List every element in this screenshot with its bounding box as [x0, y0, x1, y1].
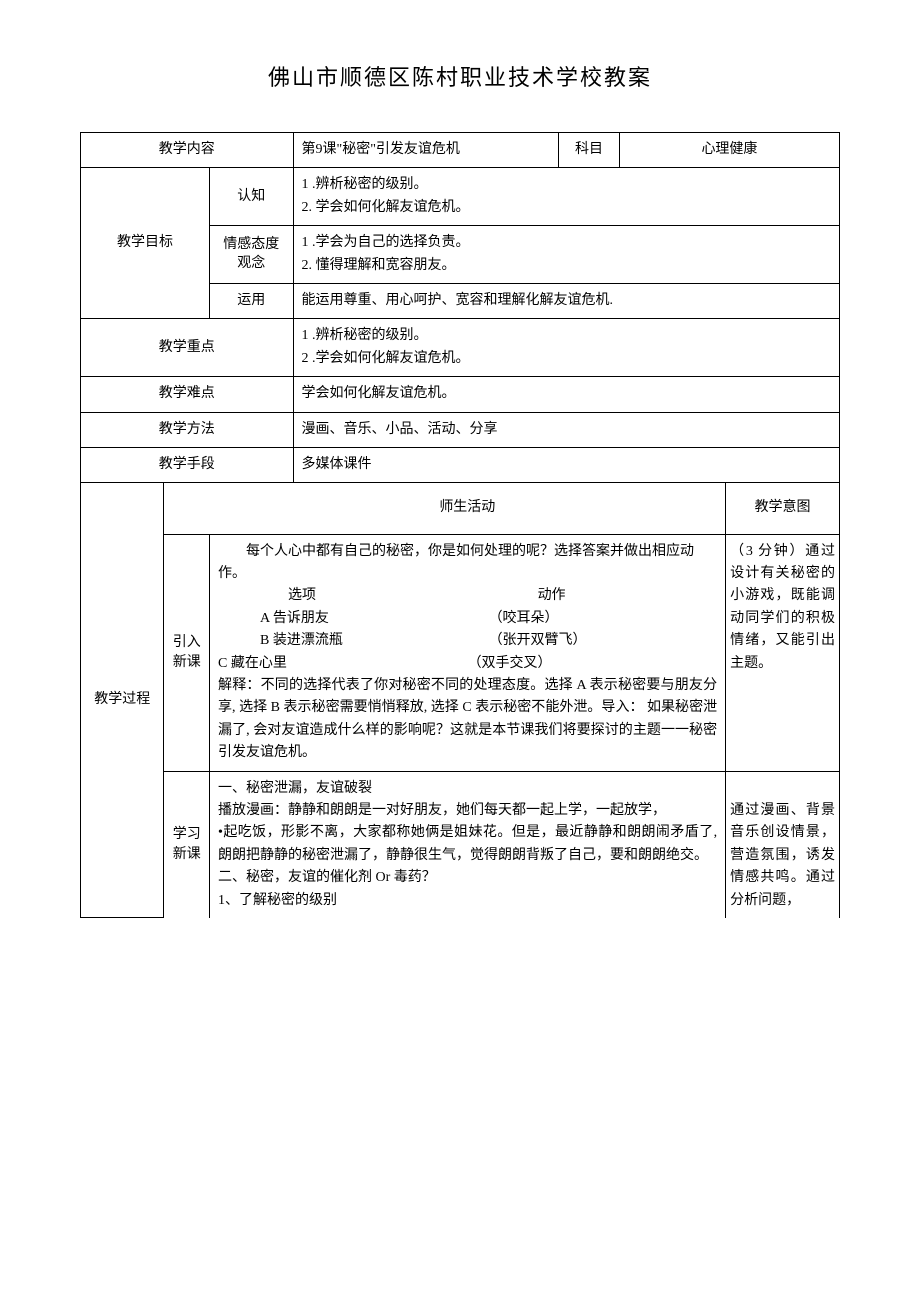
intro-opt-header-left: 选项 — [218, 585, 468, 607]
row-goal-cognition: 教学目标 认知 1 .辨析秘密的级别。 2. 学会如何化解友谊危机。 — [81, 168, 840, 226]
subject-value: 心理健康 — [619, 133, 839, 168]
row-method: 教学方法 漫画、音乐、小品、活动、分享 — [81, 412, 840, 447]
cognition-label: 认知 — [210, 168, 293, 226]
method-value: 漫画、音乐、小品、活动、分享 — [293, 412, 840, 447]
page-title: 佛山市顺德区陈村职业技术学校教案 — [80, 60, 840, 92]
learn-body: 一、秘密泄漏，友谊破裂 播放漫画：静静和朗朗是一对好朋友，她们每天都一起上学，一… — [210, 771, 726, 918]
content-label: 教学内容 — [81, 133, 294, 168]
subject-label: 科目 — [559, 133, 620, 168]
cognition-value: 1 .辨析秘密的级别。 2. 学会如何化解友谊危机。 — [293, 168, 840, 226]
intro-lead: 每个人心中都有自己的秘密，你是如何处理的呢？选择答案并做出相应动作。 — [218, 541, 717, 586]
intro-opt-b-right: （张开双臂飞） — [489, 630, 718, 652]
content-value: 第9课"秘密"引发友谊危机 — [293, 133, 559, 168]
intent-header: 教学意图 — [726, 483, 840, 534]
goals-label: 教学目标 — [81, 168, 210, 319]
intro-opt-c-right: （双手交叉） — [468, 653, 718, 675]
apply-value: 能运用尊重、用心呵护、宽容和理解化解友谊危机. — [293, 283, 840, 318]
difficulty-value: 学会如何化解友谊危机。 — [293, 377, 840, 412]
learn-intent: 通过漫画、背景音乐创设情景，营造氛围，诱发情感共鸣。通过分析问题， — [726, 771, 840, 918]
intro-activity: 每个人心中都有自己的秘密，你是如何处理的呢？选择答案并做出相应动作。 选项 动作… — [210, 534, 726, 771]
attitude-value: 1 .学会为自己的选择负责。 2. 懂得理解和宽容朋友。 — [293, 226, 840, 284]
keypoint-value: 1 .辨析秘密的级别。 2 .学会如何化解友谊危机。 — [293, 319, 840, 377]
row-content: 教学内容 第9课"秘密"引发友谊危机 科目 心理健康 — [81, 133, 840, 168]
row-difficulty: 教学难点 学会如何化解友谊危机。 — [81, 377, 840, 412]
intro-opt-a-left: A 告诉朋友 — [218, 608, 489, 630]
row-learn: 学习新课 一、秘密泄漏，友谊破裂 播放漫画：静静和朗朗是一对好朋友，她们每天都一… — [81, 771, 840, 918]
intro-explain: 解释：不同的选择代表了你对秘密不同的处理态度。选择 A 表示秘密要与朋友分享, … — [218, 675, 717, 765]
row-process-header: 教学过程 师生活动 教学意图 — [81, 483, 840, 534]
method-label: 教学方法 — [81, 412, 294, 447]
row-means: 教学手段 多媒体课件 — [81, 447, 840, 482]
lesson-plan-table: 教学内容 第9课"秘密"引发友谊危机 科目 心理健康 教学目标 认知 1 .辨析… — [80, 132, 840, 918]
apply-label: 运用 — [210, 283, 293, 318]
difficulty-label: 教学难点 — [81, 377, 294, 412]
activity-header: 师生活动 — [210, 483, 726, 534]
intro-opt-a-right: （咬耳朵） — [489, 608, 718, 630]
keypoint-label: 教学重点 — [81, 319, 294, 377]
means-value: 多媒体课件 — [293, 447, 840, 482]
intro-label: 引入新课 — [164, 534, 210, 771]
intro-opt-b-left: B 装进漂流瓶 — [218, 630, 489, 652]
intro-intent: （3 分钟）通过设计有关秘密的小游戏，既能调动同学们的积极情绪，又能引出主题。 — [726, 534, 840, 771]
learn-label: 学习新课 — [164, 771, 210, 918]
intro-opt-header-right: 动作 — [468, 585, 718, 607]
process-label: 教学过程 — [81, 483, 164, 918]
means-label: 教学手段 — [81, 447, 294, 482]
row-keypoint: 教学重点 1 .辨析秘密的级别。 2 .学会如何化解友谊危机。 — [81, 319, 840, 377]
intro-opt-c-left: C 藏在心里 — [218, 653, 468, 675]
row-intro: 引入新课 每个人心中都有自己的秘密，你是如何处理的呢？选择答案并做出相应动作。 … — [81, 534, 840, 771]
attitude-label: 情感态度观念 — [210, 226, 293, 284]
